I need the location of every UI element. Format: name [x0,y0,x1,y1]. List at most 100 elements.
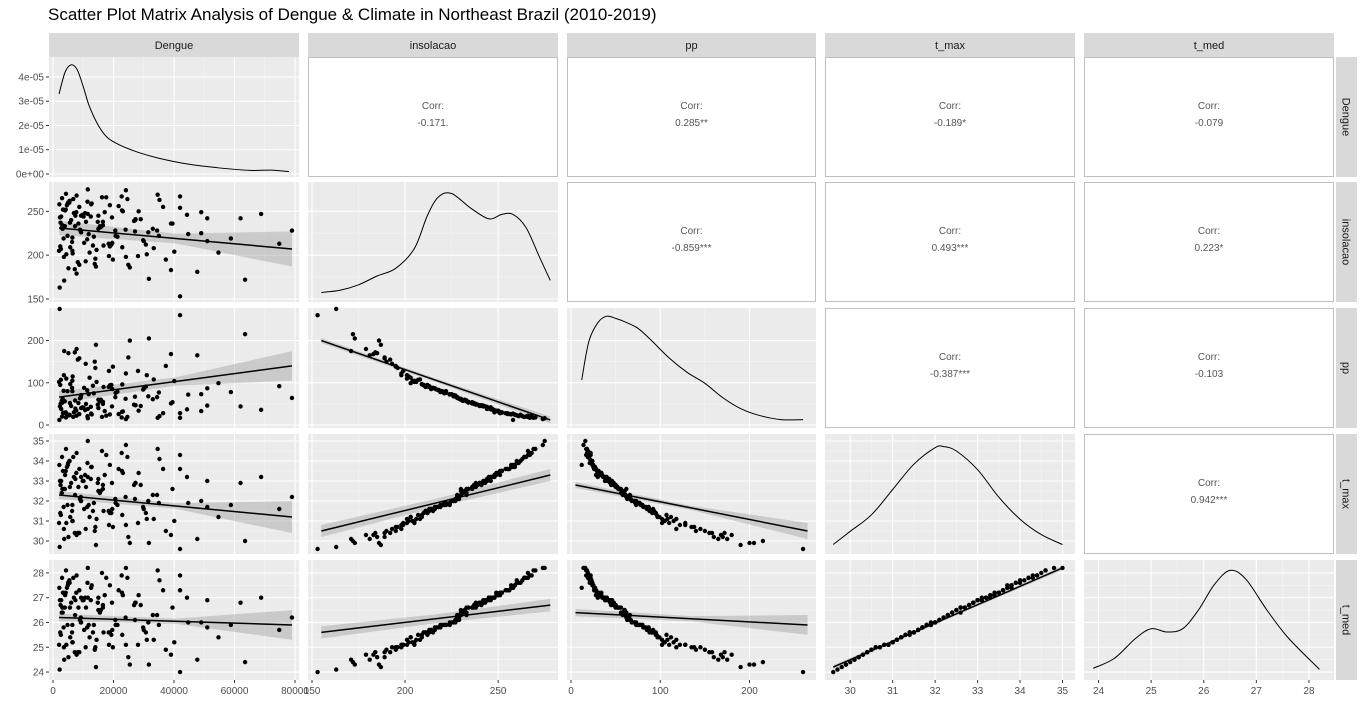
corr-panel-bg [1084,308,1334,428]
data-point [65,622,70,628]
data-point [440,502,445,508]
data-point [725,657,730,662]
data-point [78,498,84,504]
data-point [123,188,129,193]
data-point [144,252,149,257]
density-curve [1093,569,1320,670]
data-point [382,654,387,660]
facet-strip-top-t_med [1084,33,1334,57]
data-point [800,669,806,675]
data-point [138,217,143,222]
data-point [144,372,149,378]
data-point [177,205,183,210]
data-point [404,372,410,378]
corr-label: Corr: [1198,478,1220,489]
data-point [242,277,248,282]
data-point [104,413,109,418]
data-point [622,488,627,494]
data-point [85,460,90,466]
data-point [425,632,430,638]
data-point [216,250,221,255]
x-tick-label: 250 [490,686,507,697]
data-point [378,342,384,347]
data-point [585,454,591,460]
data-point [277,627,282,633]
x-tick-label: 20000 [100,686,128,697]
x-tick-label: 0 [568,686,574,697]
data-point [78,620,84,625]
data-point [85,211,90,217]
facet-label-right-t_med: t_med [1340,605,1352,636]
x-tick-label: 24 [1093,686,1105,697]
data-point [68,480,74,486]
data-point [102,408,107,414]
data-point [242,332,248,337]
data-point [96,226,101,232]
data-point [624,615,629,620]
data-point [146,662,152,667]
data-point [628,496,634,502]
corr-panel-bg [1084,57,1334,177]
data-point [87,375,92,380]
data-point [177,588,183,593]
corr-panel-bg [1084,434,1334,554]
data-point [975,597,980,603]
data-point [334,544,339,550]
data-point [100,602,106,608]
data-point [455,492,460,498]
data-point [96,397,101,402]
data-point [289,395,295,401]
data-point [151,516,156,522]
data-point [738,664,743,670]
data-point [205,216,210,221]
data-point [87,250,92,255]
data-point [133,402,138,408]
data-point [85,595,90,600]
data-point [116,411,121,417]
data-point [531,415,536,421]
data-point [800,546,806,552]
y-tick-label: 24 [33,668,45,679]
data-point [376,338,382,343]
data-point [653,632,658,638]
data-point [127,540,133,546]
x-tick-label: 80000 [281,686,309,697]
data-point [90,630,96,635]
data-point [205,504,210,510]
panel-bg [567,434,816,554]
panel-t_max-t_med [825,560,1075,680]
panel-t_med-insolacao: Corr: 0.223* [1084,182,1334,302]
data-point [59,610,64,615]
data-point [184,407,190,412]
data-point [144,516,149,522]
panel-Dengue-pp [49,306,299,428]
data-point [677,522,683,528]
data-point [100,482,106,488]
data-point [85,413,90,419]
data-point [109,600,115,605]
data-point [497,409,503,415]
x-tick-label: 150 [304,686,321,697]
data-point [404,516,410,522]
facet-label-top-t_med: t_med [1194,40,1225,52]
data-point [57,202,62,207]
data-point [123,254,129,260]
data-point [709,650,715,655]
data-point [63,568,69,573]
data-point [216,635,221,640]
data-point [141,506,146,512]
y-tick-label: 150 [27,295,44,306]
data-point [109,382,114,388]
data-point [490,406,495,412]
data-point [747,540,752,546]
data-point [72,224,78,229]
data-point [399,526,404,532]
data-point [102,472,107,478]
data-point [157,578,162,583]
data-point [60,605,65,610]
data-point [91,622,97,628]
data-point [127,662,133,667]
facet-strip-right-t_med [1336,560,1357,680]
data-point [503,588,508,593]
data-point [971,600,976,605]
